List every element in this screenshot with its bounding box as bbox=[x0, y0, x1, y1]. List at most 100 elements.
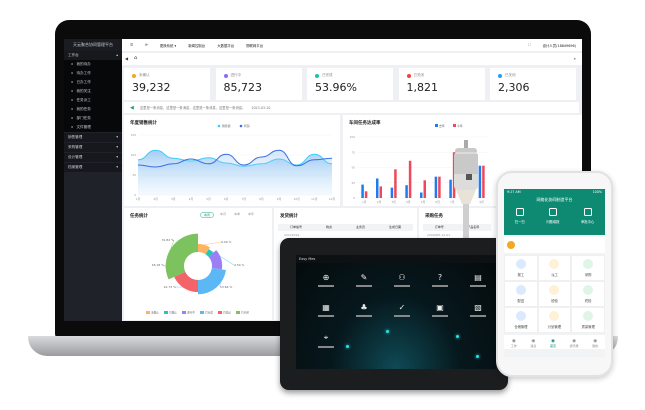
legend-marker bbox=[146, 311, 150, 314]
module-tile[interactable]: ▦ bbox=[316, 303, 336, 317]
slice-value-label: 22.73 % bbox=[164, 285, 177, 289]
app-tile-icon bbox=[515, 259, 526, 269]
nav-switch-system[interactable]: 更换系统 ▾ bbox=[159, 43, 177, 48]
module-tile[interactable]: ⚇ bbox=[392, 273, 412, 287]
legend-label[interactable]: 销售额 bbox=[222, 124, 231, 128]
legend-label[interactable]: 去年 bbox=[439, 124, 445, 128]
legend-label[interactable]: 未确认 bbox=[151, 311, 159, 315]
sidebar-item[interactable]: ▫ 待办工作 bbox=[64, 69, 122, 78]
collapse-icon[interactable]: ◀ bbox=[125, 56, 129, 61]
phone-title: 网络化协同制造平台 bbox=[536, 197, 573, 202]
legend-marker bbox=[239, 124, 243, 128]
stat-card: 未确认 39,232 bbox=[124, 68, 210, 100]
module-tile[interactable]: ▧ bbox=[468, 303, 488, 317]
bottom-nav-item[interactable]: ◉ 通讯录 bbox=[570, 339, 579, 348]
slice-value-label: 18.18 % bbox=[152, 263, 165, 267]
sidebar-workbench-label: 工作台 bbox=[68, 53, 79, 57]
x-tick-label: 1月 bbox=[136, 197, 141, 201]
app-tile[interactable]: 检验 bbox=[537, 281, 572, 307]
nav-bigdata[interactable]: 大数据平台 bbox=[217, 43, 235, 48]
app-tile[interactable]: 报工 bbox=[504, 255, 538, 281]
sidebar-workbench[interactable]: 工作台 ▴ bbox=[64, 51, 122, 60]
module-tile[interactable]: ⊕ bbox=[316, 273, 336, 287]
shipping-table-header: 订单编号 物资 业务员 生成日期 bbox=[278, 224, 413, 231]
bottom-nav-item[interactable]: ◉ 工作 bbox=[511, 339, 517, 348]
sidebar-item[interactable]: ▫ 已办工作 bbox=[64, 78, 122, 87]
menu-icon[interactable]: ☰ bbox=[130, 43, 134, 47]
sidebar-group[interactable]: 设计管理 ▾ bbox=[64, 153, 122, 162]
x-tick-label: 3月 bbox=[391, 200, 396, 204]
tab-period[interactable]: 本年 bbox=[248, 212, 255, 216]
module-tile[interactable]: ✓ bbox=[392, 303, 412, 317]
app-tile-icon bbox=[515, 285, 526, 295]
y-tick-label: 150 bbox=[131, 133, 137, 137]
app-tile[interactable]: 仓储管理 bbox=[504, 307, 538, 333]
home-tab-icon[interactable]: ⌂ bbox=[134, 55, 138, 61]
app-tile[interactable]: 终检 bbox=[571, 281, 605, 307]
nav-news-console[interactable]: 新闻控制台 bbox=[188, 43, 206, 48]
sidebar-item-label: 我的待办 bbox=[76, 62, 91, 66]
refresh-icon[interactable]: ⟳ bbox=[145, 43, 148, 47]
bottom-nav-item[interactable]: ◉ 消息 bbox=[530, 339, 536, 348]
shipping-row[interactable]: 20122099 bbox=[284, 233, 300, 237]
x-tick-label: 5月 bbox=[421, 200, 426, 204]
sidebar-item[interactable]: ▫ 文件管理 bbox=[64, 123, 122, 132]
app-tile[interactable]: 采购 bbox=[571, 255, 605, 281]
phone-notice[interactable]: ··· bbox=[504, 237, 605, 253]
tab-period[interactable]: 本季 bbox=[234, 212, 241, 216]
tab-period[interactable]: 本月 bbox=[220, 212, 227, 216]
bottom-nav-item[interactable]: ◉ 首页 bbox=[550, 339, 556, 348]
user-menu[interactable]: 设计人员(18849696) bbox=[542, 43, 576, 48]
quick-action[interactable]: 审批中心 bbox=[581, 208, 594, 224]
sidebar-item[interactable]: ▫ 任务派工 bbox=[64, 96, 122, 105]
module-label-bar bbox=[356, 285, 372, 287]
sidebar-group[interactable]: 销售管理 ▾ bbox=[64, 133, 122, 142]
legend-marker bbox=[236, 311, 240, 314]
fullscreen-icon[interactable]: ⛶ bbox=[528, 43, 531, 47]
legend-label[interactable]: 今年 bbox=[457, 124, 463, 128]
caret-down-icon: ▾ bbox=[116, 135, 118, 139]
sidebar-item[interactable]: ▫ 我的任务 bbox=[64, 105, 122, 114]
quick-action-icon bbox=[515, 208, 524, 216]
app-tile[interactable]: 配送 bbox=[504, 281, 538, 307]
sidebar-group[interactable]: 采购管理 ▾ bbox=[64, 143, 122, 152]
bottom-nav-item[interactable]: ◉ 我的 bbox=[592, 339, 598, 348]
app-tile-icon bbox=[549, 285, 560, 295]
legend-label[interactable]: 利润 bbox=[244, 124, 250, 128]
legend-label[interactable]: 已关闭 bbox=[241, 311, 249, 315]
app-tile-icon bbox=[515, 311, 526, 321]
app-tile[interactable]: 质量管理 bbox=[571, 307, 605, 333]
app-tile[interactable]: 计划管理 bbox=[537, 307, 572, 333]
legend-label[interactable]: 进行中 bbox=[187, 311, 195, 315]
app-tile-label: 终检 bbox=[584, 299, 592, 303]
y-tick-label: 50 bbox=[351, 166, 355, 170]
sidebar-item[interactable]: ▫ 我的待办 bbox=[64, 60, 122, 69]
legend-label[interactable]: 已确认 bbox=[169, 311, 177, 315]
more-tabs-icon[interactable]: » bbox=[573, 56, 576, 61]
app-tile-label: 质量管理 bbox=[581, 325, 595, 329]
sidebar-group[interactable]: 档案管理 ▾ bbox=[64, 163, 122, 172]
legend-label[interactable]: 已验证 bbox=[223, 311, 231, 315]
app-tile[interactable]: 派工 bbox=[537, 255, 572, 281]
quick-action[interactable]: 扫一扫 bbox=[515, 208, 525, 224]
legend-label[interactable]: 已完成 bbox=[205, 311, 213, 315]
sidebar-item[interactable]: ▫ 我的关注 bbox=[64, 87, 122, 96]
sidebar-item-icon: ▫ bbox=[71, 125, 74, 129]
module-icon: ▦ bbox=[322, 303, 330, 312]
nav-iot[interactable]: 物联网平台 bbox=[246, 43, 264, 48]
tab-period[interactable]: 本周 bbox=[200, 212, 215, 218]
sidebar-item-label: 我的任务 bbox=[76, 107, 91, 111]
quick-action[interactable]: 问题填报 bbox=[546, 208, 559, 224]
rose-slice bbox=[198, 267, 226, 295]
col-order-no: 订单编号 bbox=[289, 225, 302, 229]
bar bbox=[394, 169, 397, 198]
module-tile[interactable]: ▤ bbox=[468, 273, 488, 287]
module-tile[interactable]: ⌖ bbox=[316, 333, 336, 348]
module-tile[interactable]: ✎ bbox=[354, 273, 374, 287]
module-tile[interactable]: ♣ bbox=[354, 303, 374, 317]
module-tile[interactable]: ▣ bbox=[430, 303, 450, 317]
module-tile[interactable]: ? bbox=[430, 273, 450, 287]
purchase-row[interactable]: 2004065-12-01 bbox=[427, 233, 451, 237]
sidebar-item[interactable]: ▫ 部门任务 bbox=[64, 114, 122, 123]
stat-value: 85,723 bbox=[223, 81, 263, 94]
